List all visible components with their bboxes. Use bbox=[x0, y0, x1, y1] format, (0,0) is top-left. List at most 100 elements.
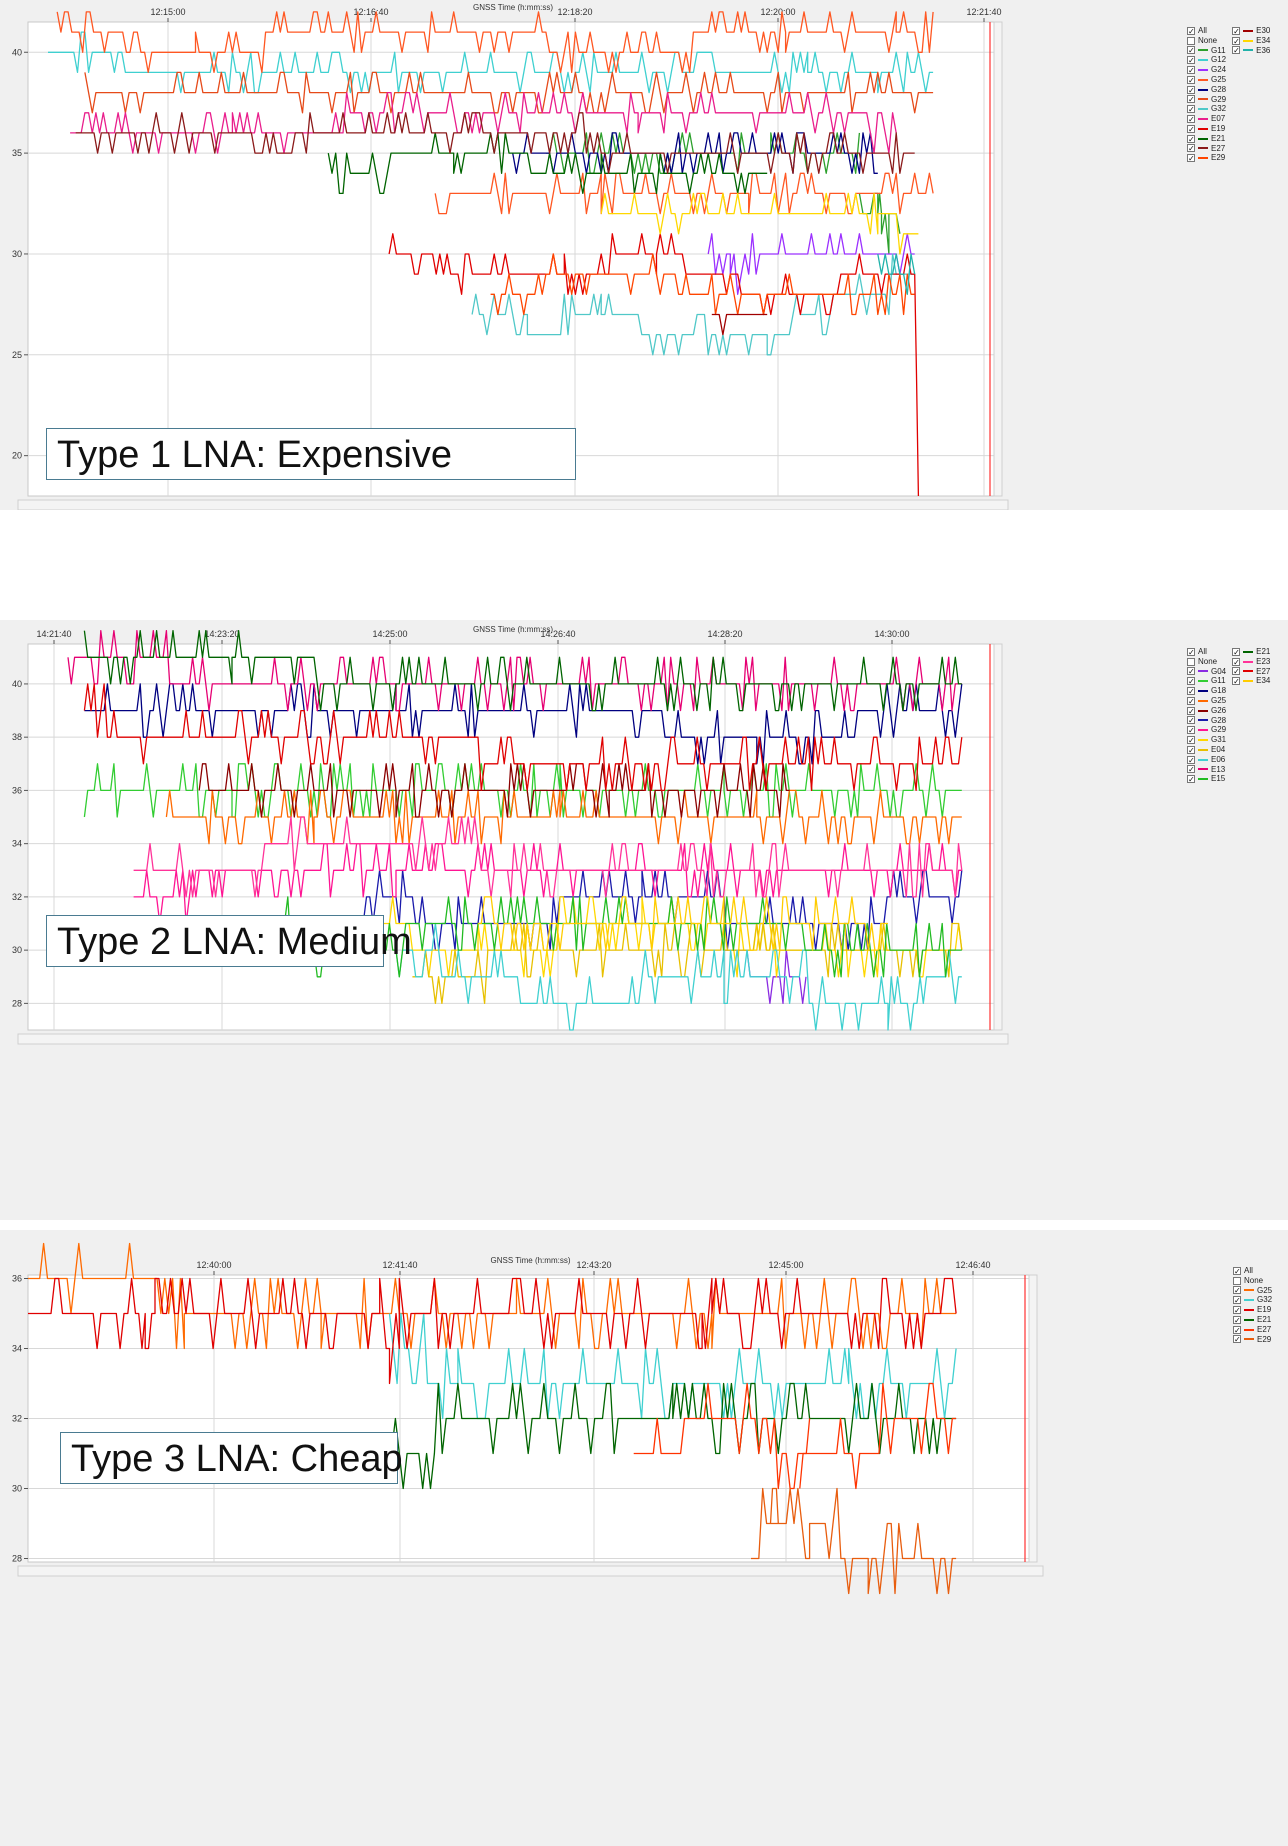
legend-checkbox[interactable]: ✓ bbox=[1187, 134, 1195, 144]
legend-checkbox[interactable]: ✓ bbox=[1187, 765, 1195, 775]
legend-item-G25[interactable]: ✓ G25 bbox=[1187, 696, 1226, 706]
legend-checkbox[interactable]: ✓ bbox=[1232, 46, 1241, 56]
legend-item-G11[interactable]: ✓ G11 bbox=[1187, 46, 1226, 56]
legend-checkbox[interactable]: ✓ bbox=[1187, 647, 1195, 657]
legend-checkbox[interactable]: ✓ bbox=[1187, 755, 1195, 765]
legend-checkbox[interactable]: ✓ bbox=[1187, 667, 1195, 677]
legend-checkbox[interactable] bbox=[1233, 1276, 1241, 1285]
legend-none-toggle[interactable]: None bbox=[1187, 36, 1226, 46]
legend-label: E19 bbox=[1257, 1305, 1272, 1315]
legend-item-G04[interactable]: ✓ G04 bbox=[1187, 667, 1226, 677]
legend-checkbox[interactable] bbox=[1187, 36, 1195, 45]
legend-checkbox[interactable]: ✓ bbox=[1187, 75, 1195, 85]
legend-item-E34[interactable]: ✓ E34 bbox=[1232, 36, 1270, 46]
legend-checkbox[interactable] bbox=[1187, 657, 1195, 666]
legend-item-E27[interactable]: ✓ E27 bbox=[1232, 667, 1270, 677]
legend-checkbox[interactable]: ✓ bbox=[1233, 1286, 1241, 1296]
legend-item-E29[interactable]: ✓ E29 bbox=[1233, 1335, 1272, 1345]
legend-item-E13[interactable]: ✓ E13 bbox=[1187, 765, 1226, 775]
legend-swatch bbox=[1198, 127, 1208, 130]
legend-item-G12[interactable]: ✓ G12 bbox=[1187, 55, 1226, 65]
legend-item-G26[interactable]: ✓ G26 bbox=[1187, 706, 1226, 716]
legend-checkbox[interactable]: ✓ bbox=[1187, 726, 1195, 736]
legend-checkbox[interactable]: ✓ bbox=[1187, 124, 1195, 134]
legend-item-G29[interactable]: ✓ G29 bbox=[1187, 725, 1226, 735]
legend-checkbox[interactable]: ✓ bbox=[1187, 677, 1195, 687]
legend-checkbox[interactable]: ✓ bbox=[1232, 647, 1241, 657]
legend-item-G32[interactable]: ✓ G32 bbox=[1233, 1295, 1272, 1305]
legend-checkbox[interactable]: ✓ bbox=[1233, 1315, 1241, 1325]
legend-item-E15[interactable]: ✓ E15 bbox=[1187, 774, 1226, 784]
x-tick-label: 12:41:40 bbox=[382, 1260, 417, 1270]
legend-checkbox[interactable]: ✓ bbox=[1187, 46, 1195, 56]
legend-item-G18[interactable]: ✓ G18 bbox=[1187, 686, 1226, 696]
legend-item-E21[interactable]: ✓ E21 bbox=[1187, 134, 1226, 144]
legend-checkbox[interactable]: ✓ bbox=[1187, 144, 1195, 154]
legend-item-E36[interactable]: ✓ E36 bbox=[1232, 46, 1270, 56]
legend-item-G32[interactable]: ✓ G32 bbox=[1187, 104, 1226, 114]
legend-none-toggle[interactable]: None bbox=[1187, 657, 1226, 667]
legend-item-G25[interactable]: ✓ G25 bbox=[1233, 1286, 1272, 1296]
legend-item-E07[interactable]: ✓ E07 bbox=[1187, 114, 1226, 124]
legend-swatch bbox=[1198, 670, 1208, 673]
x-tick-label: 14:26:40 bbox=[540, 629, 575, 639]
legend-checkbox[interactable]: ✓ bbox=[1187, 115, 1195, 125]
legend-checkbox[interactable]: ✓ bbox=[1187, 706, 1195, 716]
legend-checkbox[interactable]: ✓ bbox=[1187, 716, 1195, 726]
legend-checkbox[interactable]: ✓ bbox=[1187, 95, 1195, 105]
legend-all-toggle[interactable]: ✓ All bbox=[1187, 647, 1226, 657]
legend-checkbox[interactable]: ✓ bbox=[1233, 1335, 1241, 1345]
legend-none-toggle[interactable]: None bbox=[1233, 1276, 1272, 1286]
y-tick-label: 20 bbox=[12, 451, 22, 461]
legend-checkbox[interactable]: ✓ bbox=[1187, 154, 1195, 164]
legend-checkbox[interactable]: ✓ bbox=[1187, 687, 1195, 697]
legend-label: None bbox=[1198, 656, 1218, 666]
legend-item-G28[interactable]: ✓ G28 bbox=[1187, 85, 1226, 95]
legend-checkbox[interactable]: ✓ bbox=[1187, 56, 1195, 66]
legend-item-E29[interactable]: ✓ E29 bbox=[1187, 153, 1226, 163]
legend-checkbox[interactable]: ✓ bbox=[1187, 696, 1195, 706]
legend-item-G24[interactable]: ✓ G24 bbox=[1187, 65, 1226, 75]
legend-checkbox[interactable]: ✓ bbox=[1187, 26, 1195, 36]
legend-checkbox[interactable]: ✓ bbox=[1233, 1266, 1241, 1276]
legend-item-E21[interactable]: ✓ E21 bbox=[1233, 1315, 1272, 1325]
legend-checkbox[interactable]: ✓ bbox=[1232, 657, 1241, 667]
legend-checkbox[interactable]: ✓ bbox=[1187, 66, 1195, 76]
legend-checkbox[interactable]: ✓ bbox=[1232, 36, 1241, 46]
legend-item-E04[interactable]: ✓ E04 bbox=[1187, 745, 1226, 755]
y-tick-label: 36 bbox=[12, 785, 22, 795]
legend-checkbox[interactable]: ✓ bbox=[1233, 1296, 1241, 1306]
legend-swatch bbox=[1243, 670, 1254, 673]
legend-item-E27[interactable]: ✓ E27 bbox=[1187, 144, 1226, 154]
legend-item-E30[interactable]: ✓ E30 bbox=[1232, 26, 1270, 36]
legend-item-G25[interactable]: ✓ G25 bbox=[1187, 75, 1226, 85]
legend-item-G31[interactable]: ✓ G31 bbox=[1187, 735, 1226, 745]
legend-checkbox[interactable]: ✓ bbox=[1187, 745, 1195, 755]
legend-item-E34[interactable]: ✓ E34 bbox=[1232, 676, 1270, 686]
legend-checkbox[interactable]: ✓ bbox=[1232, 26, 1241, 36]
legend-checkbox[interactable]: ✓ bbox=[1187, 105, 1195, 115]
legend-item-G28[interactable]: ✓ G28 bbox=[1187, 716, 1226, 726]
legend-swatch bbox=[1243, 29, 1254, 32]
legend-checkbox[interactable]: ✓ bbox=[1233, 1325, 1241, 1335]
legend-checkbox[interactable]: ✓ bbox=[1232, 667, 1241, 677]
legend-item-E19[interactable]: ✓ E19 bbox=[1233, 1305, 1272, 1315]
legend-item-E19[interactable]: ✓ E19 bbox=[1187, 124, 1226, 134]
legend-checkbox[interactable]: ✓ bbox=[1233, 1306, 1241, 1316]
legend-checkbox[interactable]: ✓ bbox=[1187, 85, 1195, 95]
legend-all-toggle[interactable]: ✓ All bbox=[1233, 1266, 1272, 1276]
legend-label: E21 bbox=[1257, 1314, 1272, 1324]
x-tick-label: 14:23:20 bbox=[204, 629, 239, 639]
legend-item-E06[interactable]: ✓ E06 bbox=[1187, 755, 1226, 765]
x-tick-label: 14:30:00 bbox=[874, 629, 909, 639]
legend-item-G29[interactable]: ✓ G29 bbox=[1187, 95, 1226, 105]
legend-item-E23[interactable]: ✓ E23 bbox=[1232, 657, 1270, 667]
legend-checkbox[interactable]: ✓ bbox=[1187, 775, 1195, 785]
legend-all-toggle[interactable]: ✓ All bbox=[1187, 26, 1226, 36]
legend-checkbox[interactable]: ✓ bbox=[1232, 677, 1241, 687]
chart-1-caption: Type 1 LNA: Expensive bbox=[46, 428, 576, 480]
legend-item-G11[interactable]: ✓ G11 bbox=[1187, 676, 1226, 686]
legend-item-E27[interactable]: ✓ E27 bbox=[1233, 1325, 1272, 1335]
legend-checkbox[interactable]: ✓ bbox=[1187, 736, 1195, 746]
legend-item-E21[interactable]: ✓ E21 bbox=[1232, 647, 1270, 657]
